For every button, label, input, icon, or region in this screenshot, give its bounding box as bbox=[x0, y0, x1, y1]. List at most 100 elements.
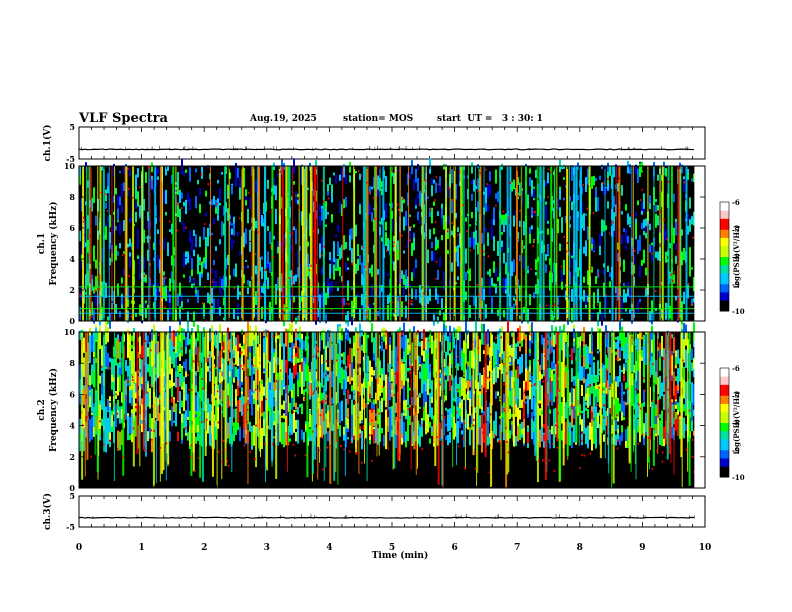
spectrogram-cell bbox=[519, 387, 521, 409]
spectrogram-cell bbox=[607, 178, 609, 181]
spectrogram-cell bbox=[409, 404, 411, 408]
spectrogram-cell bbox=[527, 431, 529, 444]
spectrogram-cell bbox=[601, 225, 603, 237]
spectrogram-cell bbox=[293, 348, 295, 366]
spectrogram-cell bbox=[457, 227, 459, 233]
spectrogram-cell bbox=[407, 192, 409, 206]
spectrogram-cell bbox=[419, 406, 421, 409]
spectrogram-cell bbox=[685, 424, 687, 431]
spectrogram-cell bbox=[541, 374, 543, 379]
spectrogram-cell bbox=[661, 346, 663, 355]
spectrogram-cell bbox=[495, 267, 497, 278]
spectrogram-cell bbox=[299, 332, 301, 339]
spectrogram-cell bbox=[295, 409, 297, 413]
spectrogram-cell bbox=[561, 377, 563, 397]
spectrogram-cell bbox=[529, 363, 531, 381]
spectrogram-cell bbox=[119, 341, 121, 358]
spectrogram-cell bbox=[299, 340, 301, 349]
spectrogram-cell bbox=[391, 202, 393, 209]
spectrogram-cell bbox=[537, 227, 539, 244]
spectrogram-cell bbox=[325, 292, 327, 306]
spectrogram-cell bbox=[474, 313, 476, 316]
spectrogram-cell bbox=[565, 215, 567, 223]
spectrogram-cell bbox=[511, 413, 513, 418]
spectrogram-cell bbox=[497, 201, 499, 204]
spectrogram-cell bbox=[451, 198, 453, 201]
spectrogram-cell bbox=[203, 226, 205, 240]
spectrogram-cell bbox=[211, 268, 213, 273]
spectrogram-cell bbox=[297, 371, 299, 381]
spectrogram-cell bbox=[303, 341, 305, 350]
spectrogram-cell bbox=[275, 295, 277, 305]
spectrogram-cell bbox=[529, 167, 531, 174]
spectrogram-cell bbox=[581, 366, 583, 381]
spectrogram-cell bbox=[553, 334, 555, 348]
spectrogram-cell bbox=[381, 328, 383, 337]
spectrogram-cell bbox=[443, 215, 445, 230]
spectrogram-cell bbox=[633, 365, 635, 373]
spectrogram-cell bbox=[615, 336, 617, 340]
spectrogram-cell bbox=[407, 338, 409, 355]
spectrogram-cell bbox=[93, 331, 95, 352]
spectrogram-cell bbox=[139, 266, 141, 281]
spectrogram-cell bbox=[253, 398, 255, 405]
spectrogram-cell bbox=[195, 196, 197, 209]
spectrogram-cell bbox=[583, 396, 585, 421]
spectrogram-cell bbox=[301, 361, 303, 375]
spectrogram-cell bbox=[481, 233, 483, 244]
spectrogram-cell bbox=[663, 348, 665, 372]
spectrogram-cell bbox=[379, 418, 381, 439]
spectrogram-cell bbox=[175, 411, 177, 425]
colorbar-swatch bbox=[720, 248, 729, 252]
spectrogram-cell bbox=[493, 356, 495, 368]
spectrogram-cell bbox=[439, 372, 441, 379]
spectrogram-cell bbox=[197, 289, 199, 301]
spectrogram-cell bbox=[185, 169, 187, 173]
spectrogram-cell bbox=[367, 360, 369, 373]
spectrogram-cell bbox=[359, 323, 361, 346]
spectrogram-cell bbox=[325, 314, 327, 324]
spectrogram-cell bbox=[179, 306, 181, 319]
spectrogram-cell bbox=[443, 335, 445, 353]
spectrogram-cell bbox=[386, 249, 388, 252]
spectrogram-cell bbox=[157, 398, 159, 406]
spectrogram-cell bbox=[623, 391, 625, 395]
spectrogram-cell bbox=[217, 332, 219, 356]
sferic-burst bbox=[99, 166, 102, 321]
spectrogram-cell bbox=[281, 335, 283, 341]
sferic-burst bbox=[288, 166, 291, 321]
spectrogram-cell bbox=[531, 382, 533, 399]
spectrogram-cell bbox=[411, 300, 413, 303]
spectrogram-cell bbox=[237, 303, 239, 317]
spectrogram-cell bbox=[467, 366, 469, 381]
spectrogram-cell bbox=[511, 347, 513, 357]
spectrogram-cell bbox=[235, 163, 237, 175]
spectrogram-cell bbox=[143, 256, 145, 271]
spectrogram-cell bbox=[529, 381, 531, 400]
spectrogram-cell bbox=[505, 213, 507, 226]
spectrogram-cell bbox=[435, 176, 438, 179]
spectrogram-cell bbox=[533, 397, 535, 416]
spectrogram-cell bbox=[535, 271, 537, 276]
spectrogram-cell bbox=[341, 359, 343, 364]
spectrogram-cell bbox=[471, 193, 473, 201]
spectrogram-cell bbox=[385, 202, 387, 219]
spectrogram-cell bbox=[105, 345, 107, 367]
spectrogram-cell bbox=[531, 322, 533, 344]
spectrogram-cell bbox=[81, 246, 83, 255]
spectrogram-cell bbox=[401, 278, 403, 284]
sferic-burst bbox=[550, 166, 553, 321]
sferic-burst bbox=[271, 166, 274, 321]
spectrogram-cell bbox=[207, 292, 209, 304]
sferic-burst bbox=[316, 166, 318, 321]
spectrogram-cell bbox=[247, 279, 249, 286]
spectrogram-cell bbox=[203, 339, 205, 357]
spectrogram-cell bbox=[267, 251, 269, 265]
spectrogram-cell bbox=[623, 228, 625, 232]
spectrogram-cell bbox=[531, 418, 533, 440]
spectrogram-cell bbox=[533, 425, 535, 445]
spectrogram-cell bbox=[257, 406, 259, 428]
spectrogram-cell bbox=[195, 371, 197, 376]
spectrogram-cell bbox=[691, 178, 693, 182]
sferic-burst bbox=[366, 166, 369, 321]
